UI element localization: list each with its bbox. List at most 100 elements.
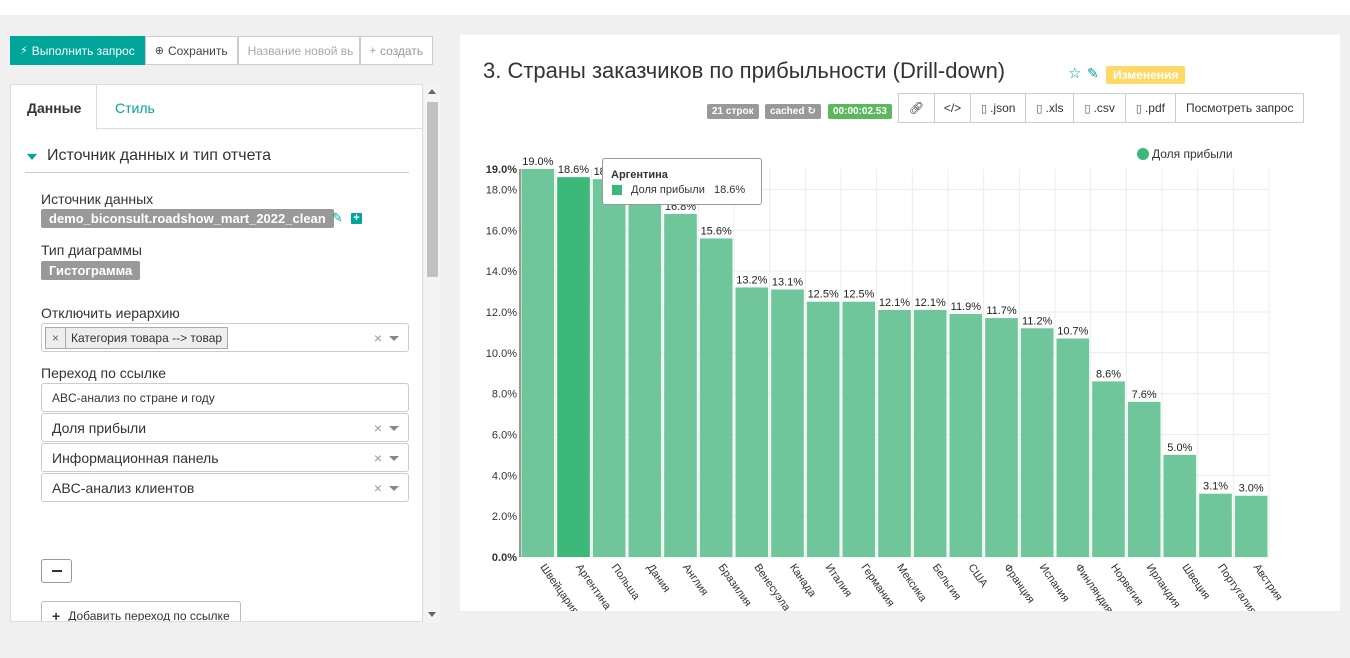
data-label: 7.6% (1132, 389, 1157, 401)
chevron-down-icon[interactable] (389, 426, 399, 431)
x-tick-label: Италия (823, 562, 854, 600)
link-metric-value: Доля прибыли (52, 419, 147, 436)
permalink-button[interactable]: 🔗︎ (898, 93, 935, 123)
bar (628, 189, 662, 557)
save-button[interactable]: ⊕ Сохранить (144, 36, 238, 65)
data-label: 13.2% (736, 274, 767, 286)
chart-tooltip: Аргентина Доля прибыли 18.6% (602, 158, 762, 205)
star-icon[interactable]: ☆ (1068, 65, 1082, 82)
remove-tag-icon[interactable]: × (46, 327, 67, 348)
x-tick-label: Франция (1001, 562, 1037, 606)
scroll-up-icon[interactable] (428, 89, 436, 94)
x-tick-label: Польша (609, 562, 643, 603)
data-label: 3.0% (1239, 483, 1264, 495)
x-tick-label: Канада (787, 562, 819, 600)
y-tick-label: 12.0% (486, 307, 517, 319)
export-xls-label: .xls (1045, 101, 1064, 115)
new-name-input[interactable]: Название новой вь (237, 36, 360, 65)
chevron-down-icon[interactable] (389, 336, 399, 341)
refresh-icon[interactable]: ↻ (807, 106, 816, 117)
clear-icon[interactable]: × (373, 480, 382, 496)
link-title-value: ABC-анализ по стране и году (52, 390, 215, 405)
chevron-down-icon[interactable] (389, 486, 399, 491)
bar (521, 169, 555, 557)
bar (806, 301, 840, 557)
export-pdf-button[interactable]: ▯ .pdf (1124, 93, 1176, 123)
bar (557, 177, 590, 557)
data-label: 8.6% (1096, 368, 1121, 380)
y-tick-label: 2.0% (492, 511, 517, 523)
data-label: 11.9% (951, 301, 982, 313)
y-tick-label: 18.0% (486, 184, 517, 196)
section-header-datasource[interactable]: Источник данных и тип отчета (25, 147, 409, 173)
chevron-down-icon[interactable] (389, 456, 399, 461)
clear-icon[interactable]: × (373, 330, 382, 346)
create-button[interactable]: + создать (359, 36, 434, 65)
x-tick-label: Ирландия (1144, 562, 1183, 611)
file-pdf-icon: ▯ (1135, 102, 1142, 115)
y-max-label: 19.0% (486, 164, 517, 176)
data-label: 18.6% (558, 164, 589, 176)
export-xls-button[interactable]: ▯ .xls (1025, 93, 1075, 123)
add-link-button[interactable]: + Добавить переход по ссылке (41, 601, 241, 622)
bar (1020, 328, 1054, 557)
file-text-icon: ▯ (1084, 102, 1091, 115)
bar (985, 318, 1018, 557)
file-excel-icon: ▯ (1036, 102, 1043, 115)
bar (771, 289, 804, 557)
link-metric-select[interactable]: Доля прибыли × (41, 413, 409, 442)
hierarchy-select[interactable]: × Категория товара --> товар × (41, 323, 409, 352)
tab-data[interactable]: Данные (11, 85, 97, 130)
clear-icon[interactable]: × (373, 420, 382, 436)
export-json-button[interactable]: ▯ .json (970, 93, 1027, 123)
cached-label: cached (770, 106, 805, 117)
bar (592, 179, 626, 558)
data-label: 10.7% (1057, 325, 1088, 337)
new-name-placeholder: Название новой вь (247, 43, 354, 58)
x-tick-label: Аргентина (573, 562, 614, 611)
tooltip-value: 18.6% (714, 184, 746, 196)
run-query-button[interactable]: ⚡ Выполнить запрос (10, 36, 145, 65)
data-label: 12.5% (808, 289, 839, 301)
clear-icon[interactable]: × (373, 450, 382, 466)
scroll-down-icon[interactable] (428, 612, 436, 617)
minus-icon (52, 570, 62, 572)
bar (1163, 454, 1197, 557)
data-label: 5.0% (1167, 442, 1192, 454)
edit-icon[interactable]: ✎ (1087, 65, 1099, 81)
cached-badge: cached ↻ (765, 104, 821, 119)
row-count-badge: 21 строк (707, 104, 759, 119)
scroll-thumb[interactable] (427, 102, 438, 277)
add-datasource-icon[interactable]: + (351, 213, 362, 224)
chart-panel: 3. Страны заказчиков по прибыльности (Dr… (460, 35, 1340, 611)
bar (1127, 401, 1161, 557)
run-query-label: Выполнить запрос (31, 43, 135, 58)
plus-circle-icon: ⊕ (154, 45, 164, 57)
view-query-button[interactable]: Посмотреть запрос (1174, 93, 1305, 123)
section-title: Источник данных и тип отчета (47, 147, 271, 164)
panel-scrollbar[interactable] (424, 84, 440, 622)
data-label: 11.7% (986, 305, 1017, 317)
bolt-icon: ⚡ (20, 45, 28, 57)
link-target-select[interactable]: ABC-анализ клиентов × (41, 473, 409, 502)
export-csv-button[interactable]: ▯ .csv (1073, 93, 1126, 123)
x-tick-label: Мексика (894, 562, 929, 605)
x-tick-label: Дания (644, 562, 672, 595)
link-target-type-select[interactable]: Информационная панель × (41, 443, 409, 472)
edit-datasource-icon[interactable]: ✎ (332, 210, 343, 225)
x-tick-label: Англия (680, 562, 710, 598)
x-tick-label: Бельгия (930, 562, 964, 603)
data-label: 12.1% (879, 297, 910, 309)
tab-style[interactable]: Стиль (115, 99, 155, 116)
data-label: 12.1% (915, 297, 946, 309)
remove-link-button[interactable] (41, 559, 72, 583)
save-label: Сохранить (167, 43, 228, 58)
plus-icon: + (52, 607, 61, 622)
datasource-label: Источник данных (41, 191, 154, 207)
code-icon: </> (943, 101, 962, 115)
bar (842, 301, 876, 557)
y-tick-label: 0.0% (492, 552, 517, 564)
embed-button[interactable]: </> (934, 93, 971, 123)
link-title-input[interactable]: ABC-анализ по стране и году (41, 383, 409, 412)
x-tick-label: Швеция (1179, 562, 1212, 602)
